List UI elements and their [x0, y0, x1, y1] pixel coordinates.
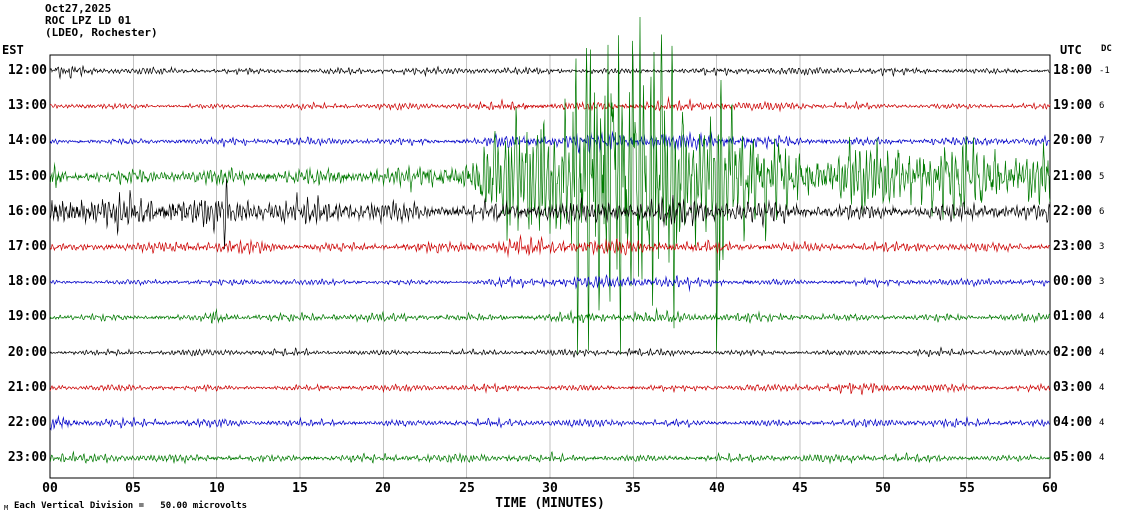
dc-value: 4 — [1099, 348, 1105, 358]
dc-value: 3 — [1099, 242, 1105, 252]
utc-label: 23:00 — [1053, 239, 1093, 254]
dc-value: 4 — [1099, 383, 1105, 393]
x-tick-label: 55 — [959, 481, 975, 496]
x-tick-label: 10 — [209, 481, 225, 496]
dc-value: 4 — [1099, 418, 1105, 428]
scale-mark: M — [4, 504, 9, 512]
x-tick-label: 40 — [709, 481, 725, 496]
x-axis-title: TIME (MINUTES) — [495, 496, 605, 511]
est-label: 12:00 — [7, 63, 47, 78]
x-tick-label: 30 — [542, 481, 558, 496]
x-tick-label: 05 — [125, 481, 141, 496]
header-station: ROC LPZ LD 01 — [45, 14, 132, 27]
est-label: 19:00 — [7, 309, 47, 324]
est-label: 21:00 — [7, 380, 47, 395]
utc-label: 04:00 — [1053, 415, 1093, 430]
dc-axis-title: DC — [1101, 44, 1112, 54]
utc-label: 21:00 — [1053, 169, 1093, 184]
right-axis-title: UTC — [1060, 43, 1082, 57]
dc-value: 4 — [1099, 312, 1105, 322]
x-tick-label: 60 — [1042, 481, 1058, 496]
dc-value: 3 — [1099, 277, 1105, 287]
est-label: 16:00 — [7, 204, 47, 219]
dc-value: 4 — [1099, 453, 1105, 463]
est-label: 13:00 — [7, 98, 47, 113]
est-label: 15:00 — [7, 169, 47, 184]
utc-label: 19:00 — [1053, 98, 1093, 113]
utc-label: 18:00 — [1053, 63, 1093, 78]
dc-value: -1 — [1099, 66, 1110, 76]
est-label: 18:00 — [7, 274, 47, 289]
header-date: Oct27,2025 — [45, 2, 112, 15]
x-tick-label: 25 — [459, 481, 475, 496]
utc-label: 02:00 — [1053, 345, 1093, 360]
x-tick-label: 00 — [42, 481, 58, 496]
utc-label: 01:00 — [1053, 309, 1093, 324]
left-axis-title: EST — [2, 43, 24, 57]
utc-label: 03:00 — [1053, 380, 1093, 395]
dc-value: 5 — [1099, 172, 1105, 182]
est-label: 22:00 — [7, 415, 47, 430]
x-tick-label: 50 — [875, 481, 891, 496]
utc-label: 05:00 — [1053, 450, 1093, 465]
scale-note: Each Vertical Division = 50.00 microvolt… — [14, 501, 247, 511]
est-label: 20:00 — [7, 345, 47, 360]
x-tick-label: 35 — [625, 481, 641, 496]
dc-value: 6 — [1099, 207, 1105, 217]
utc-label: 00:00 — [1053, 274, 1093, 289]
dc-value: 6 — [1099, 101, 1105, 111]
x-tick-label: 20 — [375, 481, 391, 496]
utc-label: 22:00 — [1053, 204, 1093, 219]
est-label: 14:00 — [7, 133, 47, 148]
x-tick-label: 45 — [792, 481, 808, 496]
header-network: (LDEO, Rochester) — [45, 26, 158, 39]
est-label: 17:00 — [7, 239, 47, 254]
x-tick-label: 15 — [292, 481, 308, 496]
utc-label: 20:00 — [1053, 133, 1093, 148]
est-label: 23:00 — [7, 450, 47, 465]
dc-value: 7 — [1099, 136, 1105, 146]
